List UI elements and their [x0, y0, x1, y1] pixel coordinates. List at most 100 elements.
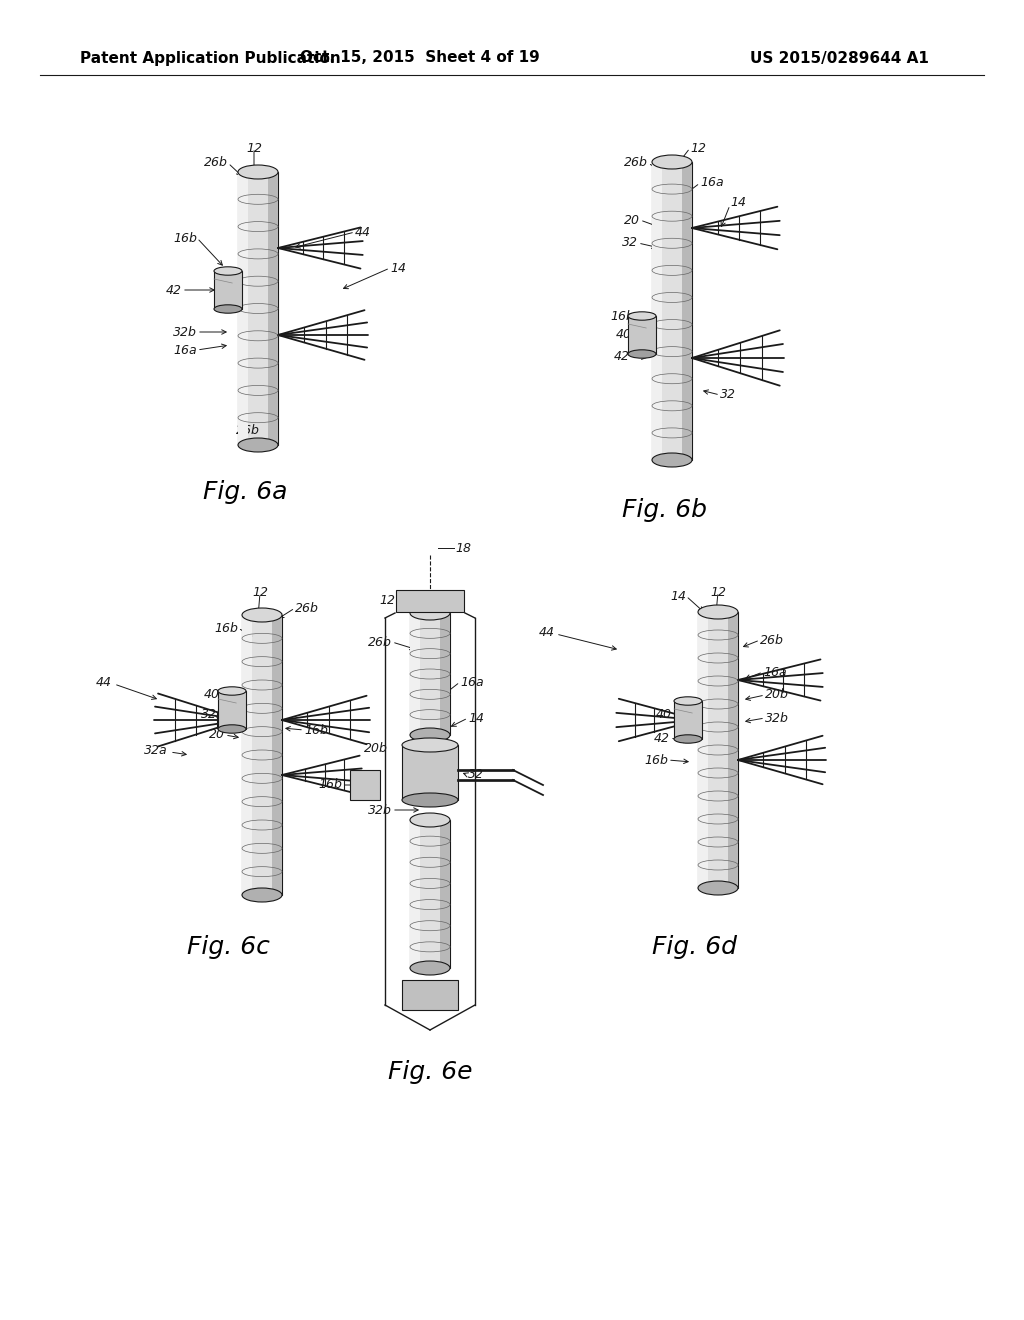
Text: 16a: 16a: [460, 676, 483, 689]
Ellipse shape: [410, 813, 450, 828]
Text: 26b: 26b: [295, 602, 318, 615]
Polygon shape: [238, 172, 248, 445]
Text: 16a: 16a: [173, 343, 197, 356]
Polygon shape: [272, 615, 282, 895]
Text: Fig. 6d: Fig. 6d: [652, 935, 737, 960]
Ellipse shape: [410, 729, 450, 742]
Ellipse shape: [218, 725, 246, 733]
Polygon shape: [440, 612, 450, 735]
Text: 26b: 26b: [624, 157, 648, 169]
Text: Fig. 6b: Fig. 6b: [623, 498, 708, 521]
Text: 32b: 32b: [368, 804, 392, 817]
Polygon shape: [238, 172, 278, 445]
Text: 20b: 20b: [365, 742, 388, 755]
Text: 12: 12: [246, 141, 262, 154]
Text: 20: 20: [209, 729, 225, 742]
Text: 16b: 16b: [644, 754, 668, 767]
Ellipse shape: [674, 735, 702, 743]
Text: 32b: 32b: [173, 326, 197, 338]
Polygon shape: [214, 271, 242, 309]
Polygon shape: [410, 612, 420, 735]
Polygon shape: [242, 615, 282, 895]
Text: Fig. 6a: Fig. 6a: [203, 480, 288, 504]
Polygon shape: [402, 979, 458, 1010]
Text: 40: 40: [204, 689, 220, 701]
Text: 32b: 32b: [201, 709, 225, 722]
Ellipse shape: [242, 609, 282, 622]
Text: 16b: 16b: [304, 723, 328, 737]
Text: Fig. 6e: Fig. 6e: [388, 1060, 472, 1084]
Polygon shape: [728, 612, 738, 888]
Ellipse shape: [410, 961, 450, 975]
Polygon shape: [698, 612, 708, 888]
Ellipse shape: [410, 606, 450, 620]
Ellipse shape: [674, 697, 702, 705]
Text: 26b: 26b: [760, 634, 784, 647]
Polygon shape: [218, 690, 246, 729]
Polygon shape: [410, 612, 450, 735]
Text: 16b: 16b: [318, 779, 342, 792]
Text: 42: 42: [166, 284, 182, 297]
Ellipse shape: [402, 738, 458, 752]
Ellipse shape: [698, 605, 738, 619]
Text: 44: 44: [96, 676, 112, 689]
Ellipse shape: [214, 305, 242, 313]
Text: 20: 20: [624, 214, 640, 227]
Text: 44: 44: [355, 226, 371, 239]
Text: 16b: 16b: [610, 309, 634, 322]
Text: 12: 12: [690, 141, 706, 154]
Text: 32: 32: [720, 388, 736, 401]
Ellipse shape: [698, 880, 738, 895]
Polygon shape: [674, 701, 702, 739]
Text: 32: 32: [468, 768, 484, 781]
Text: 32: 32: [622, 236, 638, 249]
Polygon shape: [350, 770, 380, 800]
Text: Oct. 15, 2015  Sheet 4 of 19: Oct. 15, 2015 Sheet 4 of 19: [300, 50, 540, 66]
Text: 40: 40: [616, 329, 632, 342]
Ellipse shape: [214, 267, 242, 275]
Polygon shape: [242, 615, 252, 895]
Polygon shape: [396, 590, 464, 612]
Text: 18: 18: [455, 541, 471, 554]
Text: 14: 14: [670, 590, 686, 602]
Text: 16b: 16b: [214, 622, 238, 635]
Ellipse shape: [238, 165, 278, 180]
Polygon shape: [268, 172, 278, 445]
Text: 16b: 16b: [173, 231, 197, 244]
Text: 26b: 26b: [237, 424, 260, 437]
Ellipse shape: [628, 312, 656, 321]
Text: 26b: 26b: [204, 157, 228, 169]
Polygon shape: [628, 315, 656, 354]
Text: 14: 14: [390, 261, 406, 275]
Polygon shape: [652, 162, 692, 459]
Polygon shape: [402, 744, 458, 800]
Text: 12: 12: [252, 586, 268, 599]
Text: 32b: 32b: [765, 711, 788, 725]
Text: 20b: 20b: [765, 689, 788, 701]
Ellipse shape: [218, 686, 246, 696]
Ellipse shape: [652, 154, 692, 169]
Text: 16a: 16a: [700, 177, 724, 190]
Ellipse shape: [402, 793, 458, 807]
Polygon shape: [682, 162, 692, 459]
Text: 12: 12: [710, 586, 726, 598]
Text: Fig. 6c: Fig. 6c: [186, 935, 269, 960]
Polygon shape: [440, 820, 450, 968]
Text: 42: 42: [614, 350, 630, 363]
Ellipse shape: [628, 350, 656, 358]
Text: 14: 14: [730, 195, 746, 209]
Polygon shape: [698, 612, 738, 888]
Text: Patent Application Publication: Patent Application Publication: [80, 50, 341, 66]
Text: 26b: 26b: [368, 635, 392, 648]
Text: 16a: 16a: [763, 665, 786, 678]
Text: 12: 12: [379, 594, 395, 606]
Text: 44: 44: [539, 626, 555, 639]
Ellipse shape: [242, 888, 282, 902]
Text: US 2015/0289644 A1: US 2015/0289644 A1: [750, 50, 929, 66]
Text: 42: 42: [654, 731, 670, 744]
Text: 32a: 32a: [144, 743, 168, 756]
Text: 14: 14: [468, 711, 484, 725]
Polygon shape: [652, 162, 662, 459]
Polygon shape: [410, 820, 420, 968]
Polygon shape: [410, 820, 450, 968]
